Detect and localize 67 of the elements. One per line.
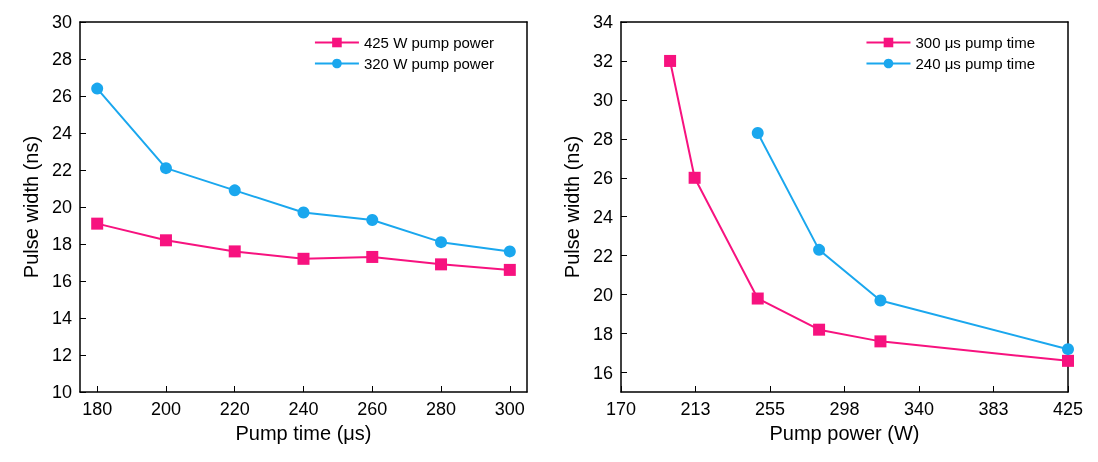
point — [159, 162, 172, 175]
point — [874, 294, 887, 307]
point — [503, 263, 516, 276]
point — [751, 127, 764, 139]
y-tick-label: 16 — [51, 271, 72, 291]
y-tick-label: 14 — [51, 308, 72, 328]
point — [91, 82, 104, 95]
y-tick-label: 24 — [592, 206, 613, 227]
point — [688, 171, 701, 184]
point — [297, 252, 310, 265]
y-tick-label: 22 — [592, 245, 613, 266]
point — [435, 236, 448, 249]
x-tick-label: 240 — [288, 399, 319, 419]
legend-label: 320 W pump power — [363, 55, 495, 72]
x-tick-label: 340 — [903, 399, 935, 419]
point — [366, 213, 379, 226]
x-tick-label: 255 — [754, 399, 786, 419]
point — [813, 323, 826, 336]
point — [366, 250, 379, 263]
y-axis-title: Pulse width (ns) — [561, 135, 584, 279]
x-tick-label: 260 — [357, 399, 388, 419]
point — [228, 245, 241, 258]
y-tick-label: 20 — [51, 197, 72, 217]
x-tick-label: 220 — [219, 399, 250, 419]
y-tick-label: 30 — [51, 12, 72, 32]
point — [813, 243, 826, 256]
y-tick-label: 26 — [51, 86, 72, 106]
point — [503, 245, 516, 258]
y-tick-label: 28 — [51, 49, 72, 69]
x-tick-label: 383 — [978, 399, 1009, 419]
x-tick-label: 180 — [82, 399, 113, 419]
y-tick-label: 34 — [592, 12, 613, 32]
legend-label: 425 W pump power — [363, 34, 495, 51]
x-axis-title: Pump power (W) — [769, 421, 920, 444]
y-axis-title: Pulse width (ns) — [20, 135, 43, 279]
y-tick-label: 10 — [51, 382, 72, 402]
x-tick-label: 300 — [494, 399, 525, 419]
y-tick-label: 12 — [51, 345, 72, 365]
point — [874, 335, 887, 348]
point — [1062, 343, 1074, 356]
point — [435, 258, 448, 271]
point — [664, 54, 677, 67]
legend-label: 240 μs pump time — [915, 55, 1035, 72]
x-tick-label: 280 — [426, 399, 457, 419]
y-tick-label: 22 — [51, 160, 72, 180]
point — [91, 217, 104, 230]
y-tick-label: 30 — [592, 89, 613, 110]
x-tick-label: 425 — [1052, 399, 1084, 419]
y-tick-label: 16 — [592, 362, 613, 383]
legend-label: 300 μs pump time — [915, 34, 1035, 51]
x-tick-label: 200 — [150, 399, 181, 419]
x-tick-label: 213 — [680, 399, 711, 419]
point — [751, 292, 764, 305]
x-tick-label: 298 — [829, 399, 860, 419]
y-tick-label: 28 — [592, 128, 613, 149]
point — [228, 184, 241, 197]
y-tick-label: 32 — [592, 50, 613, 71]
x-axis-title: Pump time (μs) — [235, 421, 372, 444]
x-tick-label: 170 — [605, 399, 637, 419]
y-tick-label: 24 — [51, 123, 72, 143]
point — [1062, 354, 1074, 367]
point — [297, 206, 310, 219]
y-tick-label: 26 — [592, 167, 613, 188]
y-tick-label: 18 — [51, 234, 72, 254]
y-tick-label: 20 — [592, 284, 613, 305]
point — [159, 234, 172, 247]
y-tick-label: 18 — [592, 323, 613, 344]
